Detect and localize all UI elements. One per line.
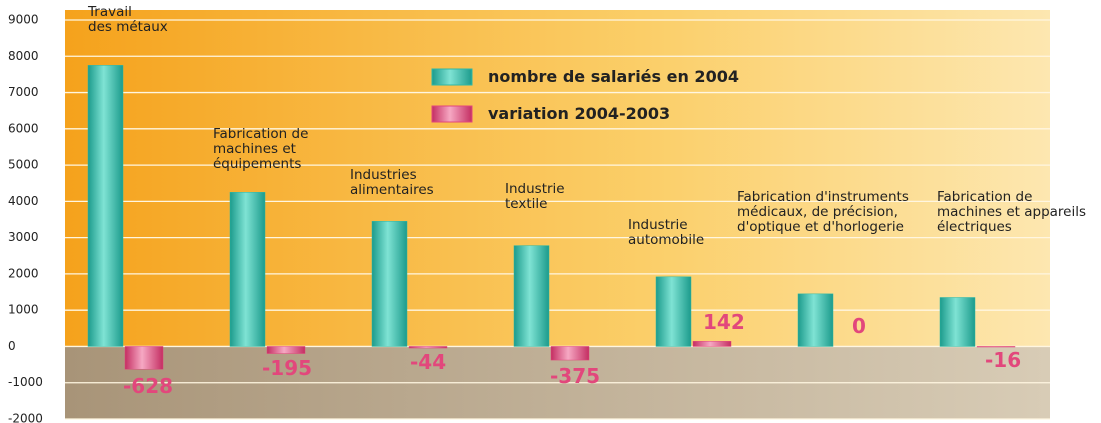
y-tick-label: -2000 (8, 412, 43, 423)
category-label: Travail des métaux (88, 4, 168, 35)
category-label: Fabrication de machines et équipements (213, 126, 309, 172)
y-tick-label: 2000 (8, 266, 39, 280)
legend-label: variation 2004-2003 (488, 104, 671, 123)
category-label: Industrie textile (505, 181, 565, 212)
y-tick-label: 1000 (8, 303, 39, 317)
positive-background (65, 10, 1050, 347)
legend-swatch (431, 105, 473, 123)
y-tick-label: 8000 (8, 49, 39, 63)
category-label: Fabrication d'instruments médicaux, de p… (737, 189, 909, 235)
bar (513, 245, 550, 347)
value-label: 0 (852, 314, 866, 338)
value-label: -628 (123, 374, 174, 398)
value-label: -375 (550, 364, 601, 388)
bar (797, 293, 834, 347)
bar (550, 346, 590, 361)
bar (976, 346, 1016, 348)
bar (655, 276, 692, 347)
y-tick-label: 5000 (8, 158, 39, 172)
value-label: -44 (410, 350, 447, 374)
y-tick-label: -1000 (8, 375, 43, 389)
y-tick-label: 7000 (8, 85, 39, 99)
legend-swatch (431, 68, 473, 86)
bar (371, 221, 408, 347)
y-tick-label: 0 (8, 339, 16, 353)
bar (408, 346, 448, 349)
y-tick-label: 4000 (8, 194, 39, 208)
y-tick-label: 6000 (8, 121, 39, 135)
value-label: -195 (262, 356, 313, 380)
category-label: Fabrication de machines et appareils éle… (937, 189, 1087, 235)
y-tick-label: 9000 (8, 13, 39, 27)
legend-label: nombre de salariés en 2004 (488, 67, 739, 86)
bar (124, 346, 164, 370)
bar (692, 341, 732, 347)
value-label: -16 (985, 348, 1022, 372)
bar (229, 192, 266, 347)
value-label: 142 (703, 310, 745, 334)
category-label: Industries alimentaires (350, 167, 434, 198)
bar (87, 65, 124, 347)
bar (266, 346, 306, 354)
y-tick-label: 3000 (8, 230, 39, 244)
bar (939, 297, 976, 347)
category-label: Industrie automobile (628, 217, 705, 248)
